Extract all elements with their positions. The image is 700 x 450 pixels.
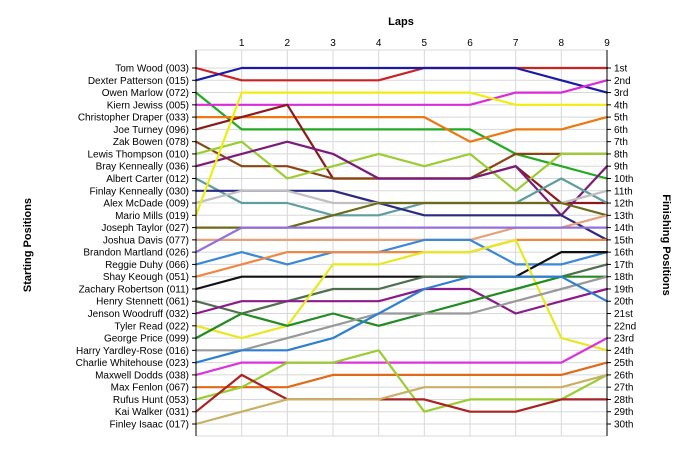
- left-tick-label: Alex McDade (009): [103, 199, 189, 210]
- series-line-3: [194, 91, 609, 180]
- left-tick-label: Christopher Draper (033): [78, 113, 189, 124]
- right-tick-label: 27th: [614, 383, 633, 394]
- right-tick-label: 10th: [614, 174, 633, 185]
- series-line-22: [194, 238, 609, 352]
- x-tick-label: 3: [330, 38, 336, 49]
- x-tick-label: 4: [376, 38, 382, 49]
- left-tick-label: Dexter Patterson (015): [88, 76, 189, 87]
- left-tick-labels: Tom Wood (003)Dexter Patterson (015)Owen…: [76, 64, 189, 431]
- right-tick-label: 15th: [614, 235, 633, 246]
- series-line-23: [194, 275, 609, 340]
- left-tick-label: Albert Carter (012): [106, 174, 189, 185]
- right-tick-label: 6th: [614, 125, 628, 136]
- left-tick-label: Kai Walker (031): [115, 407, 189, 418]
- right-tick-label: 13th: [614, 211, 633, 222]
- left-tick-label: Tyler Read (022): [115, 321, 189, 332]
- series-line-2: [194, 66, 609, 94]
- left-tick-label: Harry Yardley-Rose (016): [76, 346, 189, 357]
- right-tick-label: 24th: [614, 346, 633, 357]
- right-tick-label: 12th: [614, 199, 633, 210]
- right-tick-labels: 1st2nd3rd4th5th6th7th8th9th10th11th12th1…: [614, 64, 636, 431]
- left-tick-label: Mario Mills (019): [115, 211, 189, 222]
- right-tick-label: 4th: [614, 100, 628, 111]
- series-line-5: [194, 115, 609, 143]
- left-tick-label: Zachary Robertson (011): [79, 284, 189, 295]
- right-tick-label: 16th: [614, 248, 633, 259]
- left-tick-label: Lewis Thompson (010): [87, 149, 189, 160]
- right-tick-label: 9th: [614, 162, 628, 173]
- right-tick-label: 23rd: [614, 334, 634, 345]
- x-axis-title: Laps: [388, 16, 414, 28]
- left-tick-label: Maxwell Dodds (038): [95, 370, 189, 381]
- series-line-21: [194, 287, 609, 315]
- series-line-26: [194, 337, 609, 376]
- left-tick-label: Finley Isaac (017): [110, 420, 189, 431]
- left-tick-label: Rufus Hunt (053): [113, 395, 189, 406]
- series-line-13: [194, 91, 609, 217]
- x-tick-labels: 1 2 3 4 5 6 7 8 9: [239, 38, 610, 49]
- right-tick-label: 3rd: [614, 88, 628, 99]
- series-line-18: [194, 238, 609, 278]
- left-tick-label: Max Fenlon (067): [111, 383, 189, 394]
- right-tick-label: 17th: [614, 260, 633, 271]
- left-y-axis-title: Starting Positions: [22, 198, 34, 292]
- left-tick-label: Reggie Duhy (066): [105, 260, 189, 271]
- right-tick-label: 25th: [614, 358, 633, 369]
- left-tick-label: Henry Stennett (061): [96, 297, 189, 308]
- right-tick-label: 2nd: [614, 76, 631, 87]
- left-tick-label: Shay Keough (051): [103, 272, 189, 283]
- series-line-30: [194, 373, 609, 426]
- left-tick-label: Brandon Martland (026): [83, 248, 189, 259]
- left-tick-label: Joshua Davis (077): [103, 235, 189, 246]
- x-tick-label: 1: [239, 38, 245, 49]
- left-tick-label: Zak Bowen (078): [113, 137, 189, 148]
- series-line-19: [194, 251, 609, 291]
- right-tick-label: 20th: [614, 297, 633, 308]
- left-tick-label: Finlay Kenneally (030): [90, 186, 190, 197]
- right-tick-label: 5th: [614, 113, 628, 124]
- left-tick-label: Bray Kenneally (036): [96, 162, 189, 173]
- left-tick-label: George Price (099): [104, 334, 189, 345]
- right-tick-label: 19th: [614, 284, 633, 295]
- right-tick-label: 8th: [614, 149, 628, 160]
- left-tick-label: Charlie Whitehouse (023): [76, 358, 189, 369]
- series-line-25: [194, 275, 609, 364]
- series-line-16: [194, 226, 609, 254]
- left-tick-label: Kiern Jewiss (005): [107, 100, 189, 111]
- right-tick-label: 30th: [614, 420, 633, 431]
- x-tick-label: 8: [559, 38, 565, 49]
- series-line-24: [194, 275, 609, 352]
- right-y-axis-title: Finishing Positions: [660, 194, 672, 295]
- x-tick-label: 2: [285, 38, 291, 49]
- left-tick-label: Jenson Woodruff (032): [88, 309, 189, 320]
- x-tick-label: 5: [422, 38, 428, 49]
- right-tick-label: 29th: [614, 407, 633, 418]
- x-tick-label: 9: [604, 38, 610, 49]
- right-tick-label: 1st: [614, 64, 628, 75]
- left-tick-label: Joe Turney (096): [113, 125, 189, 136]
- series-line-29: [194, 373, 609, 413]
- left-tick-label: Joseph Taylor (027): [101, 223, 189, 234]
- x-tick-label: 7: [513, 38, 519, 49]
- right-tick-label: 28th: [614, 395, 633, 406]
- right-tick-label: 21st: [614, 309, 633, 320]
- right-tick-label: 18th: [614, 272, 633, 283]
- series-line-4: [194, 79, 609, 106]
- axes: [192, 50, 611, 436]
- right-tick-label: 11th: [614, 186, 633, 197]
- right-tick-label: 14th: [614, 223, 633, 234]
- series-line-8: [194, 140, 609, 192]
- left-tick-label: Tom Wood (003): [115, 64, 189, 75]
- series-lines: [194, 66, 609, 426]
- x-tick-label: 6: [467, 38, 473, 49]
- right-tick-label: 7th: [614, 137, 628, 148]
- series-line-28: [194, 349, 609, 413]
- right-tick-label: 22nd: [614, 321, 636, 332]
- right-tick-label: 26th: [614, 370, 633, 381]
- left-tick-label: Owen Marlow (072): [102, 88, 189, 99]
- series-line-1: [194, 66, 609, 82]
